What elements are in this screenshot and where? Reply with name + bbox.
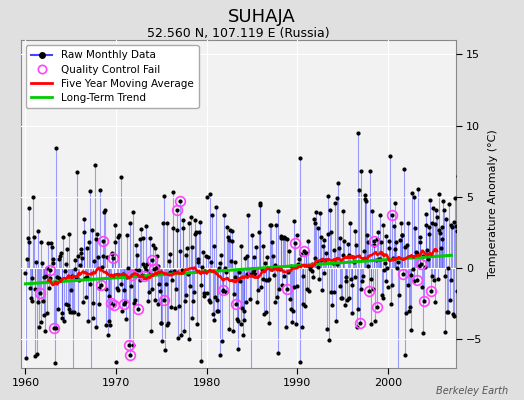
Text: SUHAJA: SUHAJA bbox=[228, 8, 296, 26]
Title: 52.560 N, 107.119 E (Russia): 52.560 N, 107.119 E (Russia) bbox=[147, 27, 330, 40]
Text: Berkeley Earth: Berkeley Earth bbox=[436, 386, 508, 396]
Legend: Raw Monthly Data, Quality Control Fail, Five Year Moving Average, Long-Term Tren: Raw Monthly Data, Quality Control Fail, … bbox=[26, 45, 199, 108]
Y-axis label: Temperature Anomaly (°C): Temperature Anomaly (°C) bbox=[488, 130, 498, 278]
